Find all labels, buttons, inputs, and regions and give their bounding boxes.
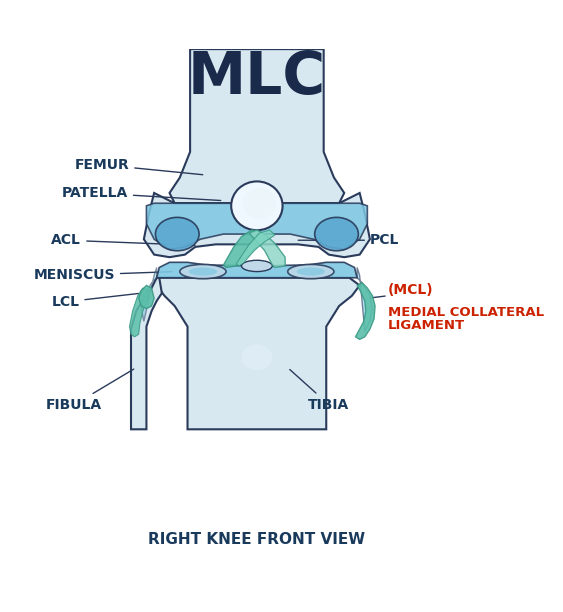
Text: MENISCUS: MENISCUS (33, 268, 172, 282)
Ellipse shape (231, 181, 283, 230)
Text: FEMUR: FEMUR (74, 158, 203, 174)
Polygon shape (146, 203, 367, 250)
Ellipse shape (297, 267, 325, 275)
Polygon shape (224, 230, 265, 267)
Text: FIBULA: FIBULA (46, 369, 134, 412)
Polygon shape (236, 230, 275, 266)
Polygon shape (131, 278, 162, 429)
Ellipse shape (189, 267, 217, 275)
Polygon shape (144, 193, 370, 257)
Polygon shape (357, 267, 373, 332)
Polygon shape (157, 263, 357, 278)
Ellipse shape (242, 345, 272, 370)
Text: PCL: PCL (298, 233, 399, 247)
Text: (MCL): (MCL) (388, 283, 434, 297)
Polygon shape (157, 278, 360, 429)
Polygon shape (129, 288, 150, 337)
Text: PATELLA: PATELLA (62, 186, 221, 201)
Polygon shape (249, 230, 285, 267)
Polygon shape (355, 283, 375, 340)
Ellipse shape (243, 188, 276, 218)
Ellipse shape (315, 217, 359, 251)
Polygon shape (138, 285, 154, 308)
Ellipse shape (288, 264, 334, 279)
Text: MLC: MLC (188, 49, 326, 106)
Text: ACL: ACL (51, 233, 195, 247)
Ellipse shape (155, 217, 199, 251)
Text: LIGAMENT: LIGAMENT (388, 319, 465, 332)
Text: RIGHT KNEE FRONT VIEW: RIGHT KNEE FRONT VIEW (148, 532, 365, 547)
Text: TIBIA: TIBIA (290, 370, 350, 412)
Polygon shape (169, 49, 344, 203)
Text: LCL: LCL (51, 294, 138, 309)
Text: MEDIAL COLLATERAL: MEDIAL COLLATERAL (388, 306, 544, 319)
Ellipse shape (180, 264, 226, 279)
Ellipse shape (242, 260, 272, 272)
Polygon shape (141, 267, 157, 321)
